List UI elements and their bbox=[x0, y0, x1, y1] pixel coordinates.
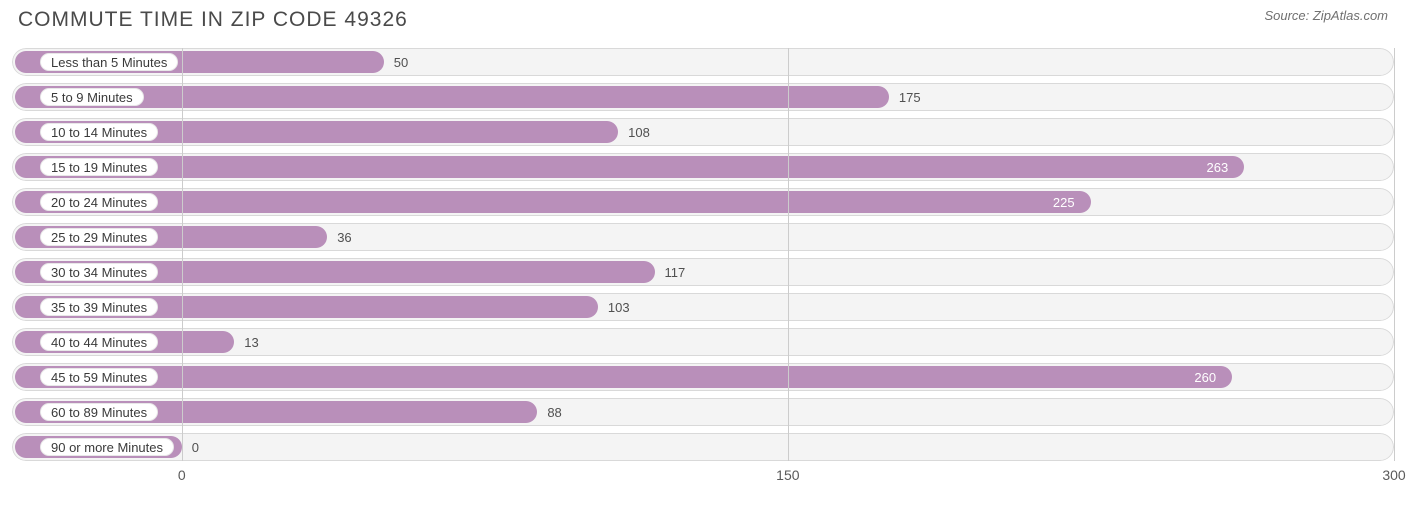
bar-value-label: 263 bbox=[1206, 153, 1228, 181]
bar-category-label: 45 to 59 Minutes bbox=[40, 368, 158, 386]
bar-track bbox=[12, 433, 1394, 461]
bar-category-label: 5 to 9 Minutes bbox=[40, 88, 144, 106]
x-axis-tick-label: 150 bbox=[776, 467, 799, 483]
bar-fill bbox=[15, 156, 1244, 178]
bar-category-label: Less than 5 Minutes bbox=[40, 53, 178, 71]
bar-row: 45 to 59 Minutes 260 bbox=[12, 363, 1394, 391]
bar-category-label: 20 to 24 Minutes bbox=[40, 193, 158, 211]
x-axis: 0150300 bbox=[12, 461, 1394, 489]
bar-row: 10 to 14 Minutes 108 bbox=[12, 118, 1394, 146]
bar-value-label: 50 bbox=[394, 48, 408, 76]
bar-row: 15 to 19 Minutes 263 bbox=[12, 153, 1394, 181]
bar-value-label: 103 bbox=[608, 293, 630, 321]
gridline bbox=[1394, 48, 1395, 461]
header: COMMUTE TIME IN ZIP CODE 49326 Source: Z… bbox=[0, 0, 1406, 36]
bar-category-label: 35 to 39 Minutes bbox=[40, 298, 158, 316]
bar-category-label: 90 or more Minutes bbox=[40, 438, 174, 456]
bar-category-label: 30 to 34 Minutes bbox=[40, 263, 158, 281]
bar-row: 5 to 9 Minutes 175 bbox=[12, 83, 1394, 111]
bar-row: 30 to 34 Minutes 117 bbox=[12, 258, 1394, 286]
bar-value-label: 260 bbox=[1194, 363, 1216, 391]
bar-row: 25 to 29 Minutes 36 bbox=[12, 223, 1394, 251]
source-attribution: Source: ZipAtlas.com bbox=[1264, 8, 1388, 23]
bar-category-label: 25 to 29 Minutes bbox=[40, 228, 158, 246]
bar-value-label: 117 bbox=[665, 258, 686, 286]
bar-value-label: 88 bbox=[547, 398, 561, 426]
bar-value-label: 225 bbox=[1053, 188, 1075, 216]
chart-area: Less than 5 Minutes 50 5 to 9 Minutes 175 10… bbox=[12, 48, 1394, 461]
bar-category-label: 10 to 14 Minutes bbox=[40, 123, 158, 141]
bar-row: Less than 5 Minutes 50 bbox=[12, 48, 1394, 76]
bar-fill bbox=[15, 366, 1232, 388]
bar-row: 35 to 39 Minutes 103 bbox=[12, 293, 1394, 321]
bar-fill bbox=[15, 191, 1091, 213]
bar-value-label: 108 bbox=[628, 118, 650, 146]
bar-row: 40 to 44 Minutes 13 bbox=[12, 328, 1394, 356]
bar-row: 60 to 89 Minutes 88 bbox=[12, 398, 1394, 426]
bar-value-label: 13 bbox=[244, 328, 258, 356]
bar-category-label: 15 to 19 Minutes bbox=[40, 158, 158, 176]
bar-row: 90 or more Minutes 0 bbox=[12, 433, 1394, 461]
bar-fill bbox=[15, 86, 889, 108]
chart-title: COMMUTE TIME IN ZIP CODE 49326 bbox=[18, 8, 408, 32]
bar-value-label: 36 bbox=[337, 223, 351, 251]
bar-category-label: 40 to 44 Minutes bbox=[40, 333, 158, 351]
bar-row: 20 to 24 Minutes 225 bbox=[12, 188, 1394, 216]
bar-value-label: 175 bbox=[899, 83, 921, 111]
x-axis-tick-label: 0 bbox=[178, 467, 186, 483]
x-axis-tick-label: 300 bbox=[1382, 467, 1405, 483]
bar-value-label: 0 bbox=[192, 433, 199, 461]
bar-category-label: 60 to 89 Minutes bbox=[40, 403, 158, 421]
